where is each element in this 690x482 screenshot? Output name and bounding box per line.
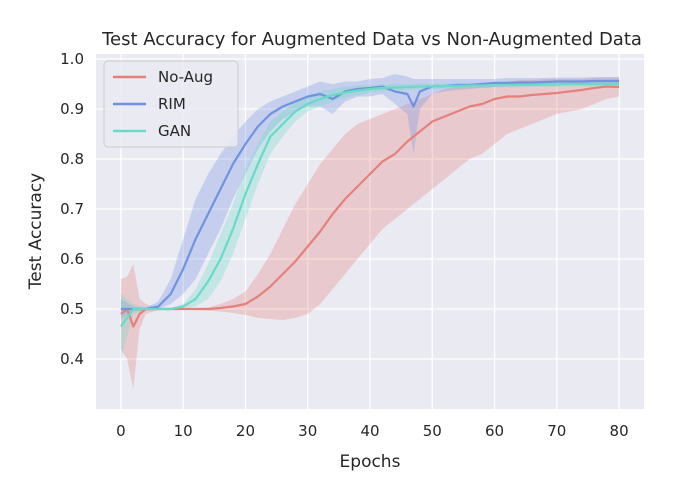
x-tick-label: 30	[298, 422, 317, 440]
legend-label-rim: RIM	[158, 95, 186, 113]
y-axis-ticks: 0.4 0.5 0.6 0.7 0.8 0.9 1.0	[60, 50, 84, 368]
x-tick-label: 80	[610, 422, 629, 440]
x-tick-label: 70	[547, 422, 566, 440]
gan-series-line	[120, 82, 620, 328]
chart-title: Test Accuracy for Augmented Data vs Non-…	[101, 29, 642, 50]
no-aug-confidence-band	[120, 77, 620, 389]
rim-confidence-band	[120, 74, 620, 319]
series-lines	[120, 79, 620, 328]
legend: No-Aug RIM GAN	[103, 60, 239, 148]
rim-series-line	[120, 79, 620, 311]
y-tick-label: 0.6	[60, 250, 84, 268]
y-tick-label: 1.0	[60, 50, 84, 68]
y-tick-label: 0.7	[60, 200, 84, 218]
grid-lines	[96, 54, 644, 409]
x-tick-label: 10	[174, 422, 193, 440]
x-tick-label: 0	[116, 422, 126, 440]
confidence-bands	[120, 74, 620, 389]
y-tick-label: 0.5	[60, 300, 84, 318]
legend-label-no-aug: No-Aug	[158, 68, 213, 86]
no-aug-series-line	[120, 85, 620, 328]
x-tick-label: 40	[360, 422, 379, 440]
x-axis-label: Epochs	[340, 452, 401, 472]
x-tick-label: 60	[485, 422, 504, 440]
x-tick-label: 20	[236, 422, 255, 440]
y-tick-label: 0.9	[60, 100, 84, 118]
legend-box	[103, 60, 239, 148]
y-tick-label: 0.4	[60, 350, 84, 368]
y-tick-label: 0.8	[60, 150, 84, 168]
x-tick-label: 50	[423, 422, 442, 440]
y-axis-label: Test Accuracy	[26, 173, 46, 291]
x-axis-ticks: 0 10 20 30 40 50 60 70 80	[116, 422, 629, 440]
legend-label-gan: GAN	[158, 122, 191, 140]
